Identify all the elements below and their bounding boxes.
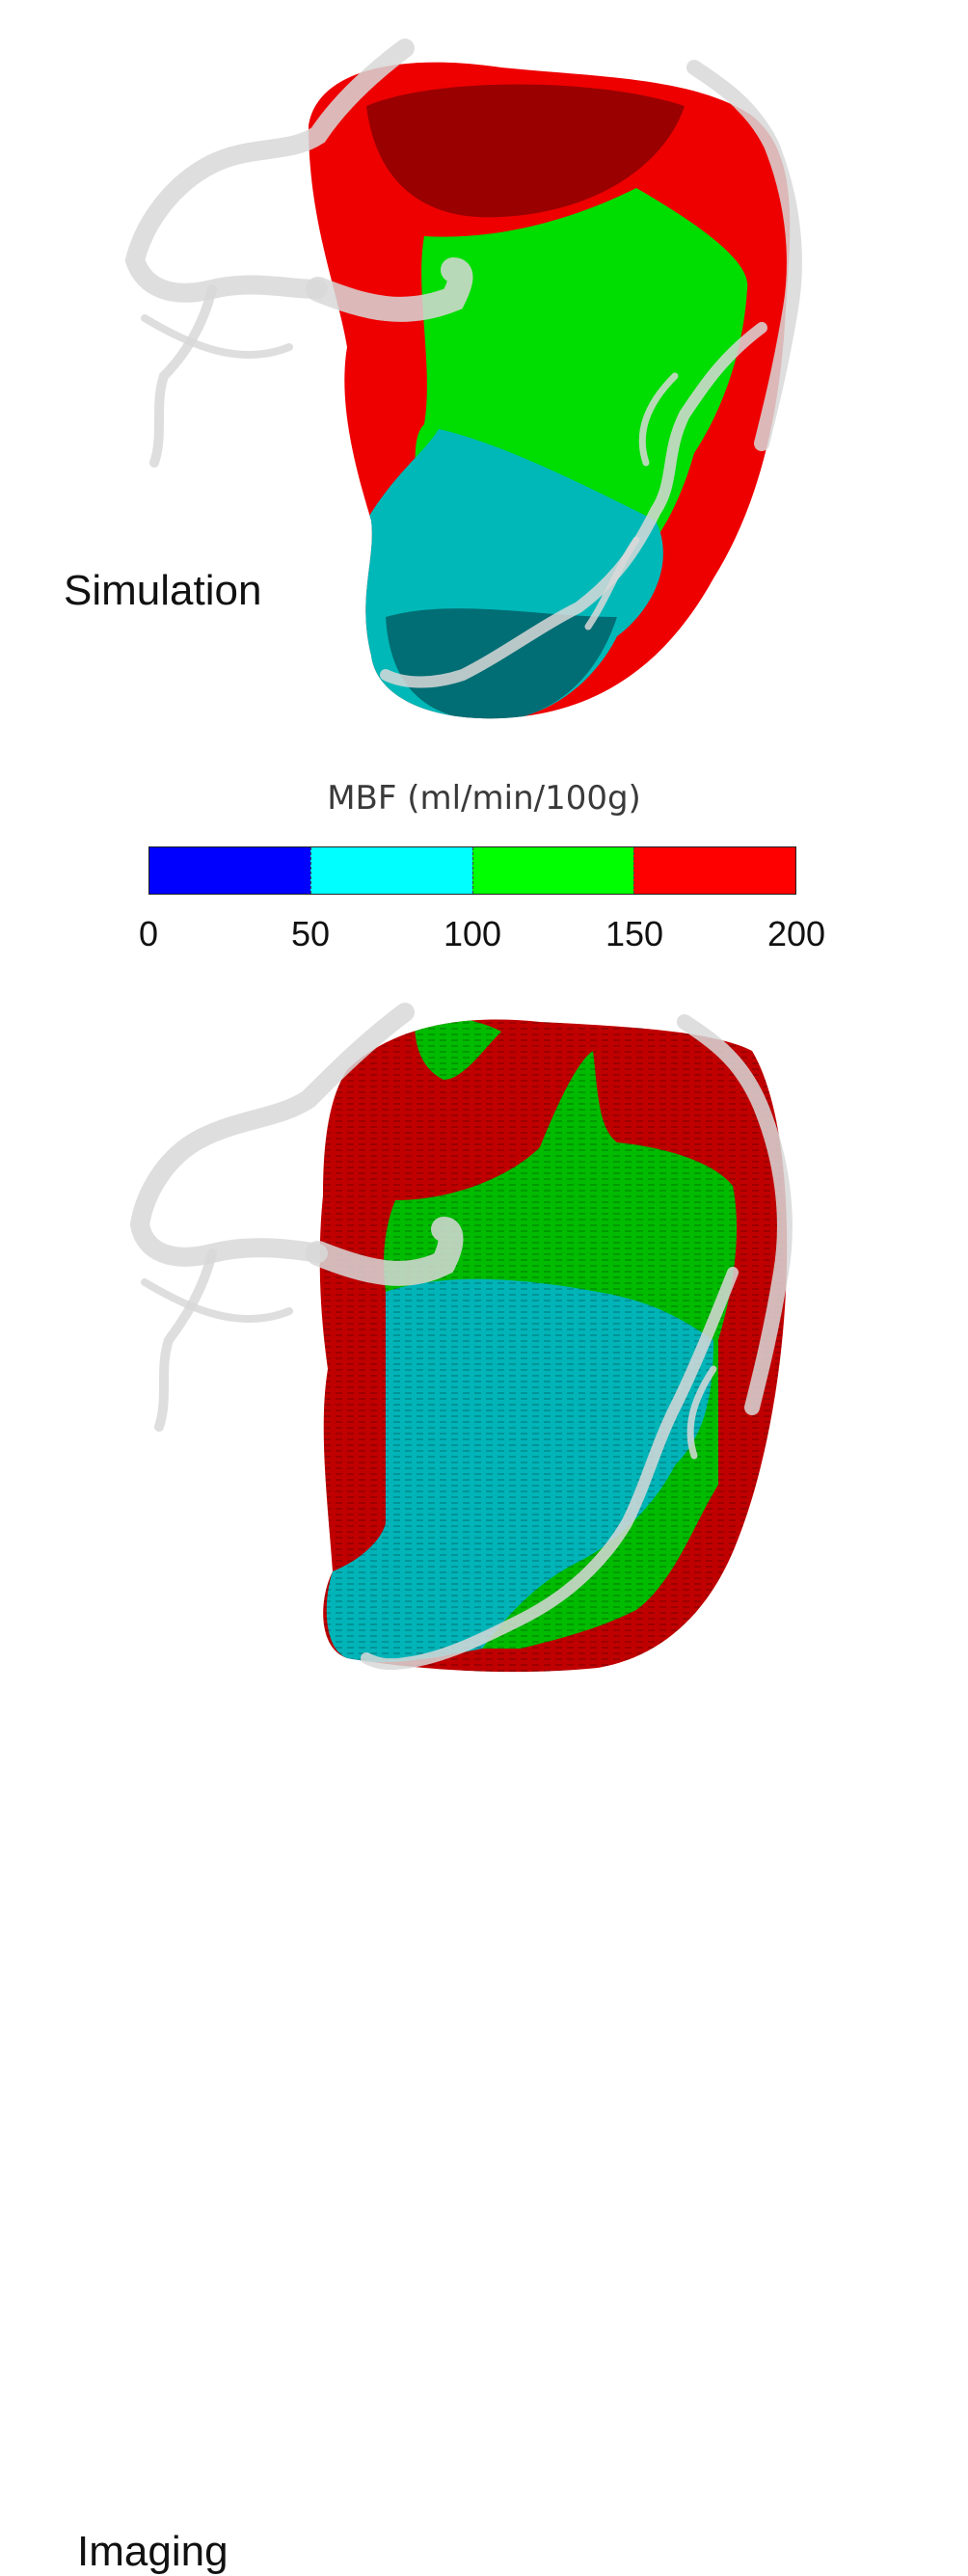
simulation-label: Simulation xyxy=(64,567,262,614)
colorbar-segment-0-50 xyxy=(149,847,310,894)
simulation-heart-render xyxy=(124,39,802,719)
img-voxel-texture xyxy=(319,1019,788,1673)
img-coronary-vessels xyxy=(129,1003,793,1671)
sim-valve-opening xyxy=(366,84,685,218)
sim-low-flow-shadow xyxy=(386,608,617,719)
imaging-heart-render xyxy=(129,1003,793,1673)
colorbar-segment-150-200 xyxy=(633,847,795,894)
colorbar-tick-100: 100 xyxy=(443,914,502,953)
sim-coronary-vessels xyxy=(124,39,802,688)
colorbar-segment-100-150 xyxy=(471,847,634,894)
simulation-panel: Simulation xyxy=(0,0,968,742)
colorbar-tick-200: 200 xyxy=(766,914,826,953)
colorbar-title: MBF (ml/min/100g) xyxy=(327,779,641,818)
colorbar-tick-0: 0 xyxy=(138,914,159,953)
imaging-label: Imaging xyxy=(77,2528,229,2575)
colorbar-tick-150: 150 xyxy=(605,914,664,953)
colorbar-tick-50: 50 xyxy=(290,914,331,953)
colorbar-segment-50-100 xyxy=(309,847,472,894)
imaging-panel: Imaging xyxy=(0,983,968,2575)
colorbar xyxy=(148,846,796,895)
